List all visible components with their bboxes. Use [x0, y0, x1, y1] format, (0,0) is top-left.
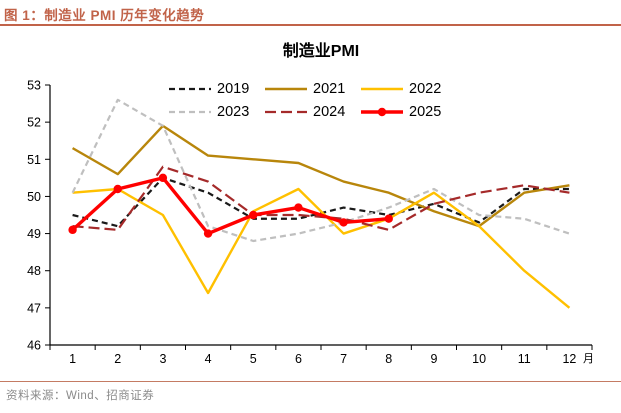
chart-title: 制造业PMI	[282, 43, 360, 60]
x-tick-label: 11	[518, 352, 531, 366]
legend-sample-2022	[361, 87, 403, 91]
x-tick-label: 3	[159, 352, 166, 366]
legend-label-2023: 2023	[217, 104, 250, 120]
y-tick-label: 52	[27, 116, 41, 130]
legend-label-2019: 2019	[217, 81, 250, 97]
x-tick-label: 5	[250, 352, 257, 366]
y-tick-label: 46	[27, 339, 41, 353]
legend-sample-2024	[265, 110, 307, 114]
x-tick-label: 8	[385, 352, 392, 366]
series-marker-2025	[384, 214, 393, 223]
chart-legend: 2019 2021 2022 2023 2024 2025	[168, 82, 460, 119]
series-marker-2025	[249, 210, 258, 220]
y-tick-label: 50	[27, 190, 41, 204]
series-line-2021	[71, 124, 570, 228]
y-tick-label: 48	[27, 264, 41, 278]
x-tick-label: 10	[472, 352, 486, 366]
legend-item-2019: 2019	[168, 82, 262, 96]
legend-sample-2023	[169, 110, 211, 114]
legend-item-2024: 2024	[264, 105, 358, 119]
footer-divider	[0, 381, 621, 382]
x-tick-label: 2	[114, 352, 121, 366]
legend-item-2022: 2022	[360, 82, 454, 96]
x-tick-label: 9	[430, 352, 437, 366]
legend-sample-2019	[169, 87, 211, 91]
series-marker-2025	[113, 184, 122, 194]
series-marker-2025	[68, 225, 77, 235]
y-tick-label: 51	[27, 153, 41, 167]
figure-title-text: 图 1：制造业 PMI 历年变化趋势	[4, 8, 205, 23]
legend-item-2021: 2021	[264, 82, 358, 96]
legend-label-2024: 2024	[313, 104, 346, 120]
header-divider	[0, 24, 621, 26]
y-tick-label: 49	[27, 227, 41, 241]
series-line-2022	[72, 187, 571, 309]
series-marker-2025	[339, 218, 348, 227]
series-marker-2025	[158, 173, 168, 183]
legend-sample-2025	[361, 107, 403, 117]
x-axis-unit-label: 月	[583, 353, 594, 365]
x-tick-label: 7	[340, 352, 347, 366]
series-line-2023	[71, 98, 570, 243]
legend-label-2022: 2022	[409, 81, 442, 97]
legend-label-2025: 2025	[409, 104, 442, 120]
figure-title: 图 1：制造业 PMI 历年变化趋势	[4, 4, 617, 24]
legend-marker-2025	[377, 107, 387, 117]
series-line-2019	[72, 176, 570, 228]
legend-item-2023: 2023	[168, 105, 262, 119]
series-marker-2025	[203, 229, 213, 238]
source-note: 资料来源：Wind、招商证券	[6, 387, 154, 403]
series-marker-2025	[294, 203, 303, 212]
series-line-2025	[71, 176, 389, 236]
legend-sample-2021	[265, 87, 307, 91]
legend-item-2025: 2025	[360, 105, 454, 119]
x-tick-label: 6	[295, 352, 302, 366]
x-tick-label: 4	[205, 352, 212, 366]
y-tick-label: 47	[27, 301, 41, 315]
series-line-2024	[72, 165, 570, 231]
source-note-text: 资料来源：Wind、招商证券	[6, 390, 155, 402]
x-tick-label: 12	[562, 352, 576, 366]
x-tick-label: 1	[69, 352, 76, 366]
legend-label-2021: 2021	[313, 81, 346, 97]
y-tick-label: 53	[27, 79, 41, 93]
